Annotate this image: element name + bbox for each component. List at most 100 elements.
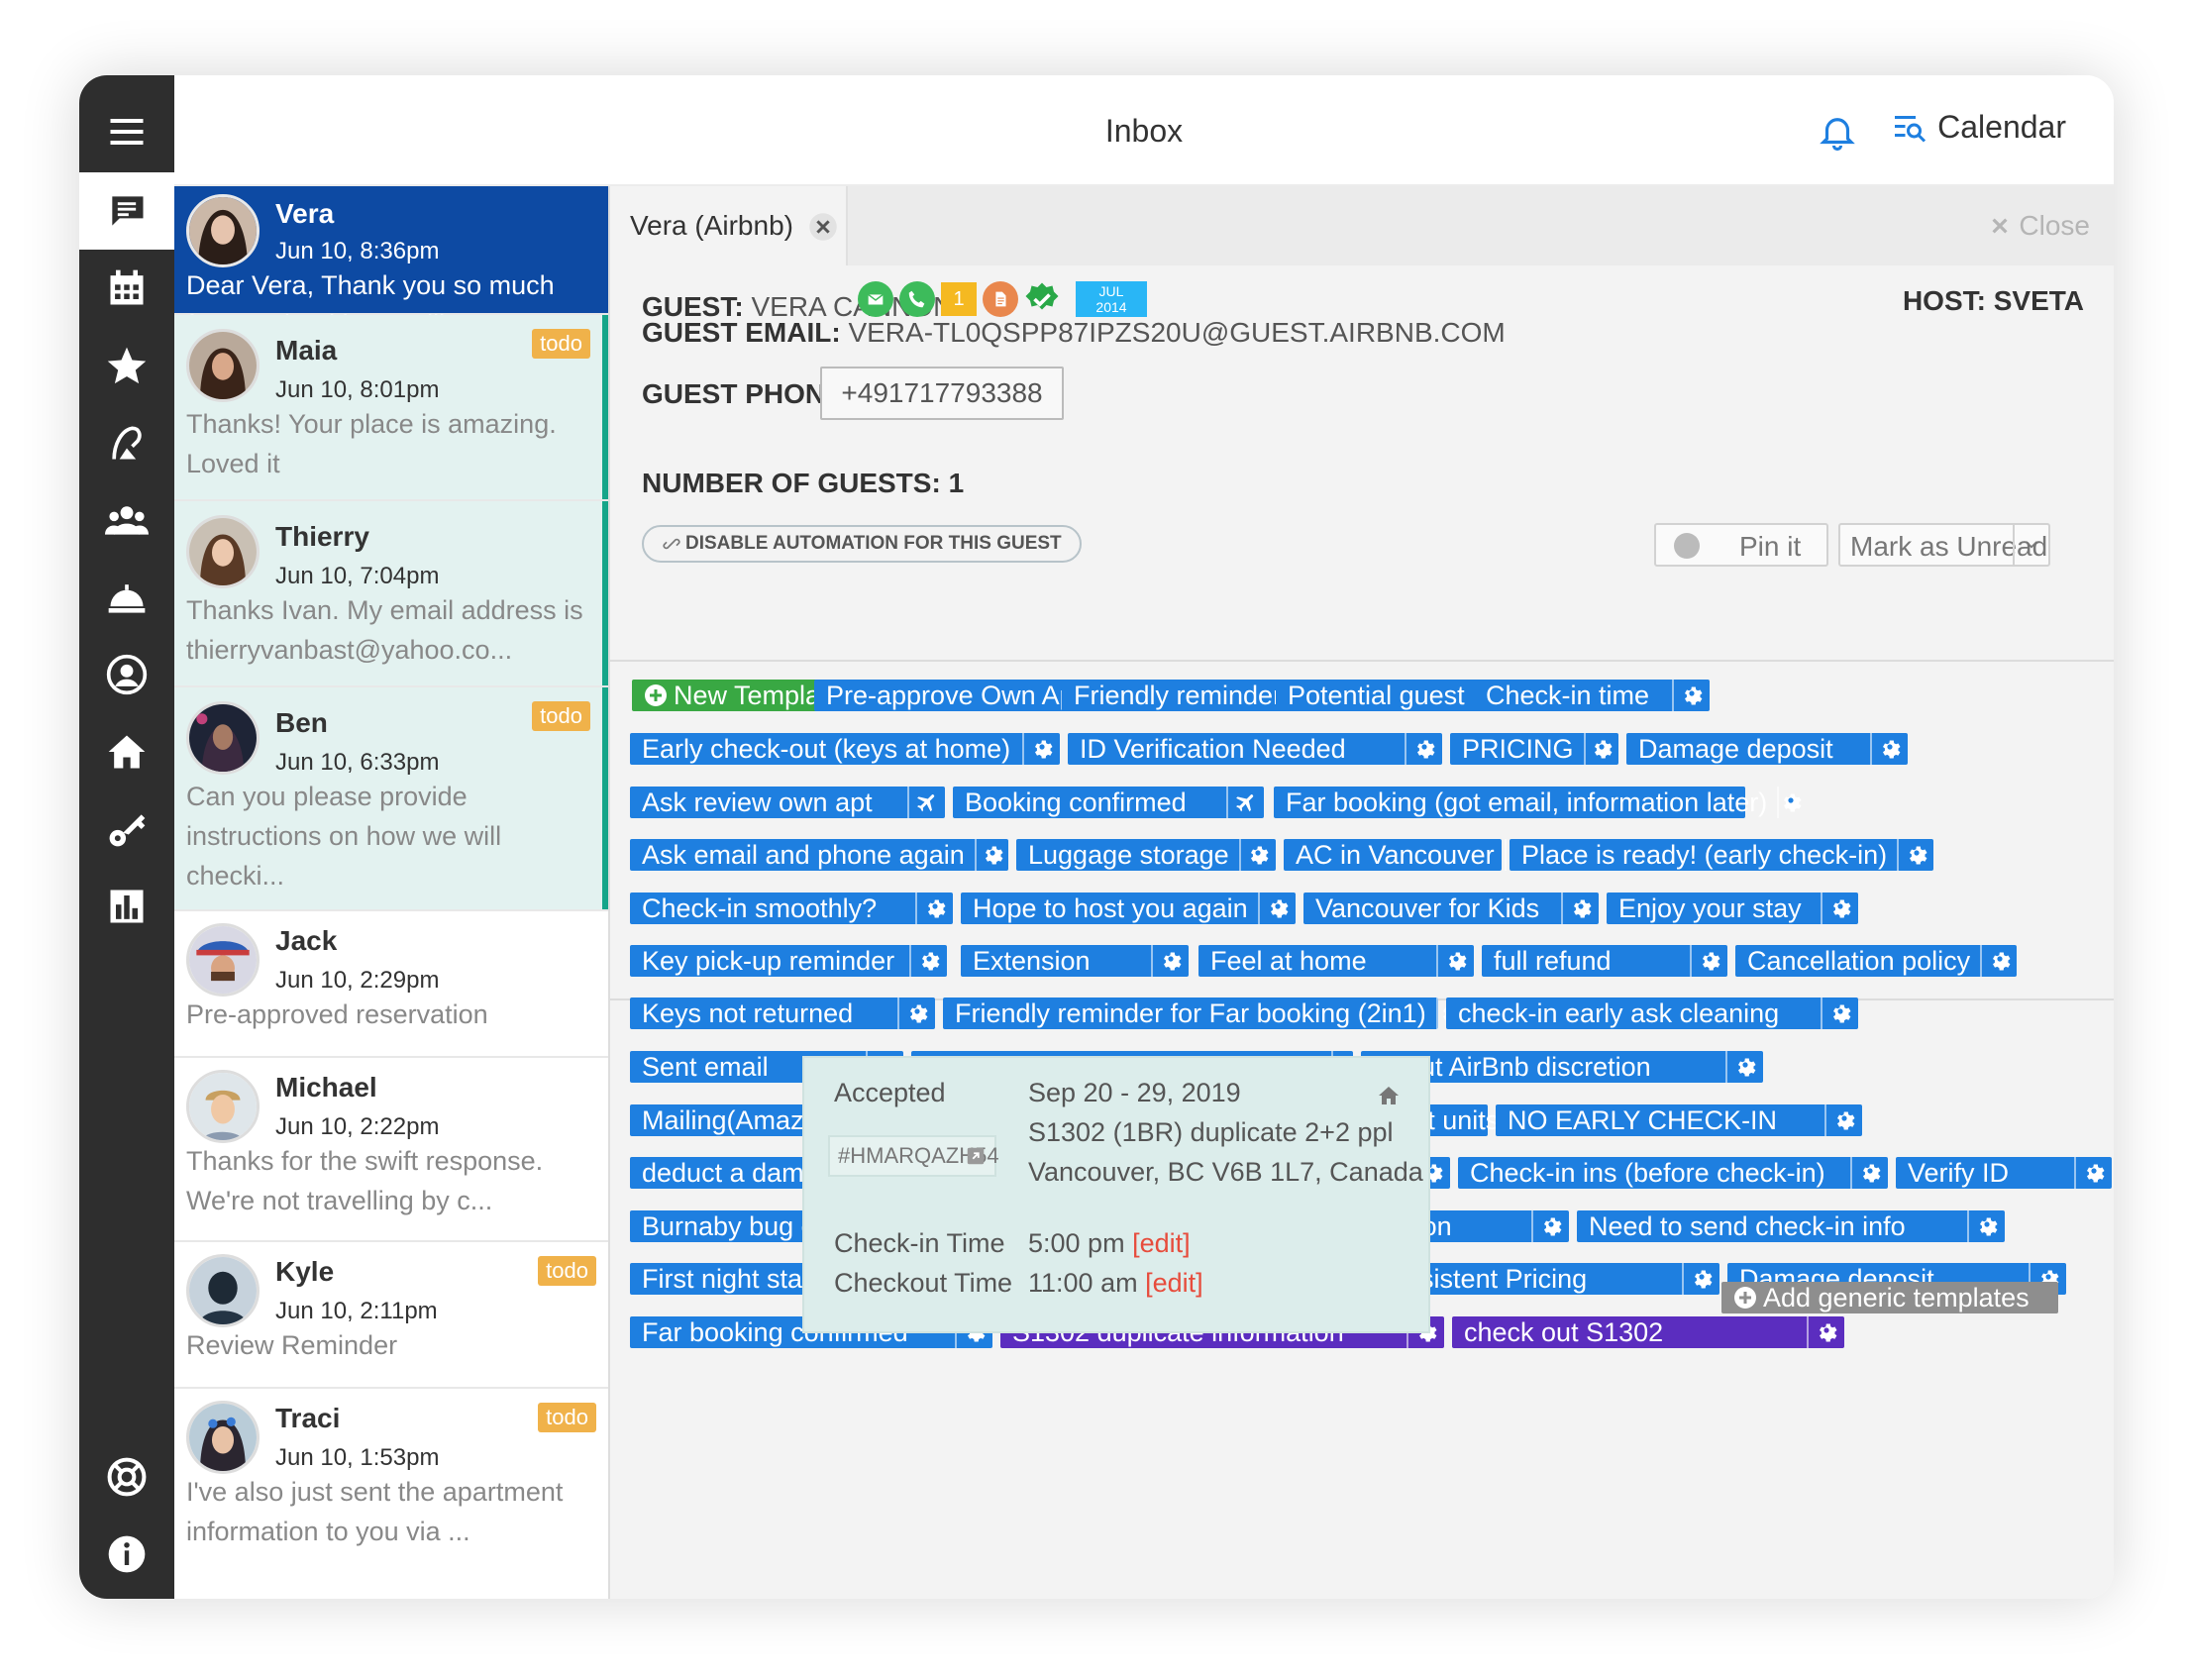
menu-icon[interactable] (79, 93, 174, 170)
template-button[interactable]: AC in Vancouver (1284, 839, 1529, 871)
sidebar-item-properties[interactable] (79, 713, 174, 790)
sidebar-item-help[interactable] (79, 1438, 174, 1516)
sidebar-item-keys[interactable] (79, 790, 174, 868)
gear-icon[interactable] (1022, 733, 1060, 765)
template-button[interactable]: check out S1302 (1452, 1316, 1844, 1348)
add-generic-templates-button[interactable]: Add generic templates (1721, 1282, 2058, 1313)
gear-icon[interactable] (1821, 998, 1858, 1029)
sidebar-item-services[interactable] (79, 559, 174, 636)
template-button[interactable]: Check-in ins (before check-in) (1458, 1157, 1888, 1189)
calendar-link[interactable]: Calendar (1892, 109, 2066, 146)
template-button[interactable]: ID Verification Needed (1068, 733, 1442, 765)
template-button[interactable]: Booking confirmed (953, 787, 1264, 818)
gear-icon[interactable] (897, 998, 935, 1029)
template-button[interactable]: Far booking (got email, information late… (1274, 787, 1802, 818)
gear-icon[interactable] (915, 892, 953, 924)
template-button[interactable]: check-in early ask cleaning (1446, 998, 1858, 1029)
template-button[interactable]: Ask email and phone again (630, 839, 1008, 871)
mark-unread-button[interactable]: Mark as Unread (1838, 523, 2050, 567)
template-button[interactable]: Verify ID (1896, 1157, 2112, 1189)
gear-icon[interactable] (974, 839, 1008, 871)
sidebar-item-account[interactable] (79, 636, 174, 713)
gear-icon[interactable] (1807, 1316, 1844, 1348)
template-button[interactable]: Feel at home (1198, 945, 1474, 977)
chevron-down-icon[interactable] (2013, 525, 2048, 565)
template-button[interactable]: Hope to host you again (961, 892, 1296, 924)
template-button[interactable]: Place is ready! (early check-in) (1510, 839, 1933, 871)
conversation-item[interactable]: Jack Jun 10, 2:29pm Pre-approved reserva… (174, 911, 608, 1058)
template-button[interactable]: Key pick-up reminder (630, 945, 947, 977)
sidebar-item-reviews[interactable] (79, 327, 174, 404)
home-icon[interactable] (1377, 1084, 1401, 1107)
close-tab-icon[interactable] (808, 212, 838, 242)
conversation-item[interactable]: Maia Jun 10, 8:01pm Thanks! Your place i… (174, 315, 608, 501)
gear-icon[interactable] (1672, 680, 1710, 711)
conversation-item[interactable]: Vera Jun 10, 8:36pm Dear Vera, Thank you… (174, 186, 608, 340)
gear-icon[interactable] (1238, 839, 1276, 871)
sidebar-item-info[interactable] (79, 1516, 174, 1593)
gear-icon[interactable] (1824, 1104, 1862, 1136)
gear-icon[interactable] (1405, 733, 1442, 765)
conversation-item[interactable]: Traci Jun 10, 1:53pm I've also just sent… (174, 1389, 608, 1599)
gear-icon[interactable] (1967, 1210, 2005, 1242)
gear-icon[interactable] (1980, 945, 2017, 977)
template-button[interactable]: Check-in smoothly? (630, 892, 953, 924)
gear-icon[interactable] (909, 945, 947, 977)
gear-icon[interactable] (1436, 945, 1474, 977)
template-button[interactable]: Friendly reminder for Far booking (2in1) (943, 998, 1461, 1029)
gear-icon[interactable] (1682, 1263, 1719, 1295)
template-button[interactable]: Vancouver for Kids (1303, 892, 1599, 924)
gear-icon[interactable] (1777, 787, 1803, 818)
tab-vera-airbnb[interactable]: Vera (Airbnb) (610, 186, 848, 265)
gear-icon[interactable] (1870, 733, 1908, 765)
guest-phone-field[interactable]: +491717793388 (820, 367, 1064, 420)
template-button[interactable]: full refund (1482, 945, 1727, 977)
gear-icon[interactable] (1151, 945, 1189, 977)
conversation-item[interactable]: Ben Jun 10, 6:33pm Can you please provid… (174, 687, 608, 911)
gear-icon[interactable] (1583, 733, 1618, 765)
sidebar-item-team[interactable] (79, 481, 174, 559)
conversation-item[interactable]: Kyle Jun 10, 2:11pm Review Reminder todo (174, 1242, 608, 1389)
sidebar-item-calendar[interactable] (79, 250, 174, 327)
template-button[interactable]: Luggage storage (1016, 839, 1276, 871)
plane-icon[interactable] (1226, 787, 1264, 818)
gear-icon[interactable] (1850, 1157, 1888, 1189)
gear-icon[interactable] (1690, 945, 1727, 977)
sidebar-item-cleaning[interactable] (79, 404, 174, 481)
reservation-count-badge: 1 (941, 282, 977, 316)
template-button[interactable]: Early check-out (keys at home) (630, 733, 1060, 765)
unlink-icon (663, 538, 680, 550)
template-button[interactable]: Damage deposit (1626, 733, 1908, 765)
edit-checkout-link[interactable]: [edit] (1145, 1268, 1203, 1298)
template-button[interactable]: Cancellation policy (1735, 945, 2017, 977)
template-button[interactable]: Check-in time (1474, 680, 1710, 711)
disable-automation-button[interactable]: DISABLE AUTOMATION FOR THIS GUEST (642, 525, 1082, 563)
reservation-code[interactable]: #HMARQAZH54 (828, 1135, 999, 1177)
sidebar-item-stats[interactable] (79, 868, 174, 945)
gear-icon[interactable] (1725, 1051, 1763, 1083)
template-button[interactable]: Enjoy your stay (1607, 892, 1858, 924)
template-button[interactable]: Extension (961, 945, 1189, 977)
gear-icon[interactable] (1258, 892, 1296, 924)
template-button[interactable]: Need to send check-in info (1577, 1210, 2005, 1242)
sidebar-item-inbox[interactable] (79, 172, 174, 250)
close-button[interactable]: Close (1989, 210, 2090, 242)
gear-icon[interactable] (1531, 1210, 1569, 1242)
conversation-item[interactable]: Michael Jun 10, 2:22pm Thanks for the sw… (174, 1058, 608, 1242)
template-label: Keys not returned (642, 998, 854, 1028)
todo-badge: todo (532, 701, 590, 731)
conversation-item[interactable]: Thierry Jun 10, 7:04pm Thanks Ivan. My e… (174, 501, 608, 687)
gear-icon[interactable] (1897, 839, 1933, 871)
edit-checkin-link[interactable]: [edit] (1132, 1228, 1191, 1258)
notification-bell-icon[interactable] (1817, 111, 1858, 153)
template-button[interactable]: NO EARLY CHECK-IN (1496, 1104, 1862, 1136)
pin-button[interactable]: Pin it (1654, 523, 1828, 567)
gear-icon[interactable] (2074, 1157, 2112, 1189)
external-link-icon[interactable] (965, 1145, 987, 1167)
gear-icon[interactable] (1821, 892, 1858, 924)
template-button[interactable]: Ask review own apt (630, 787, 945, 818)
plane-icon[interactable] (907, 787, 945, 818)
template-button[interactable]: Keys not returned (630, 998, 935, 1029)
gear-icon[interactable] (1561, 892, 1599, 924)
template-button[interactable]: PRICING (1450, 733, 1618, 765)
